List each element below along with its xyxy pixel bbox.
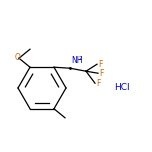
Text: NH: NH [71,56,83,65]
Text: F: F [99,69,103,78]
Text: HCl: HCl [114,83,130,93]
Text: F: F [98,60,102,69]
Text: F: F [96,79,100,88]
Text: O: O [15,53,21,62]
Text: 2: 2 [78,56,82,61]
